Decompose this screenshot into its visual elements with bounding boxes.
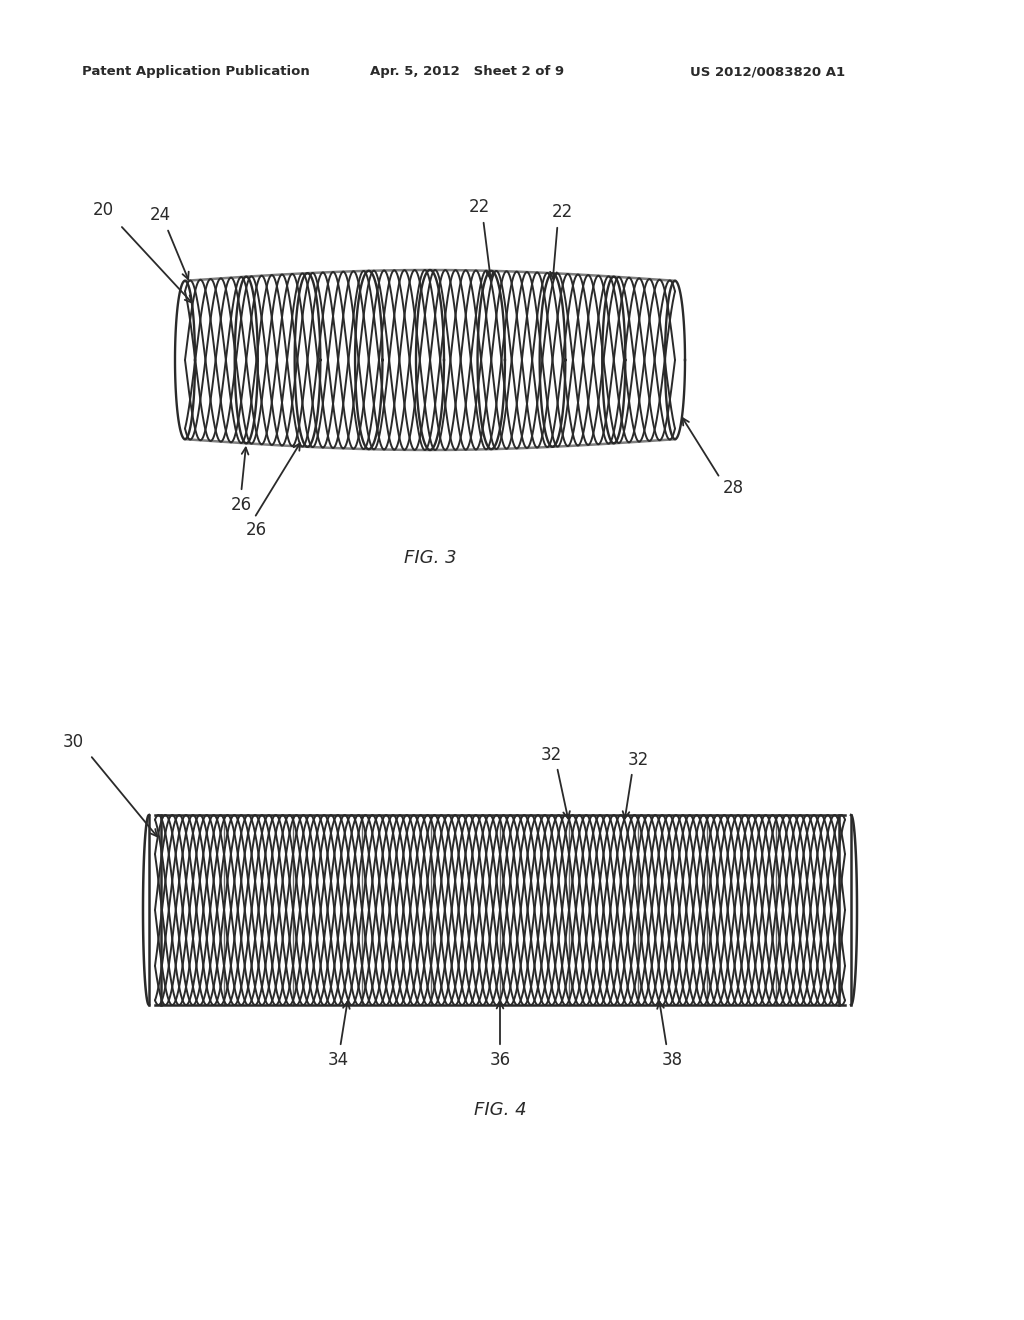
Text: 22: 22 — [552, 203, 573, 220]
Text: Patent Application Publication: Patent Application Publication — [82, 66, 309, 78]
Text: 30: 30 — [62, 733, 84, 751]
Text: 24: 24 — [150, 206, 171, 224]
Text: 26: 26 — [230, 496, 252, 513]
Text: FIG. 3: FIG. 3 — [403, 549, 457, 568]
Text: 34: 34 — [328, 1051, 349, 1069]
Text: FIG. 4: FIG. 4 — [474, 1101, 526, 1119]
Text: Apr. 5, 2012   Sheet 2 of 9: Apr. 5, 2012 Sheet 2 of 9 — [370, 66, 564, 78]
Text: 32: 32 — [541, 746, 561, 764]
Text: 38: 38 — [663, 1051, 683, 1069]
Text: 32: 32 — [628, 751, 649, 770]
Text: 28: 28 — [723, 479, 743, 498]
Text: 26: 26 — [246, 521, 267, 539]
Text: 22: 22 — [469, 198, 489, 216]
Text: US 2012/0083820 A1: US 2012/0083820 A1 — [690, 66, 845, 78]
Text: 20: 20 — [92, 201, 114, 219]
Text: 36: 36 — [489, 1051, 511, 1069]
